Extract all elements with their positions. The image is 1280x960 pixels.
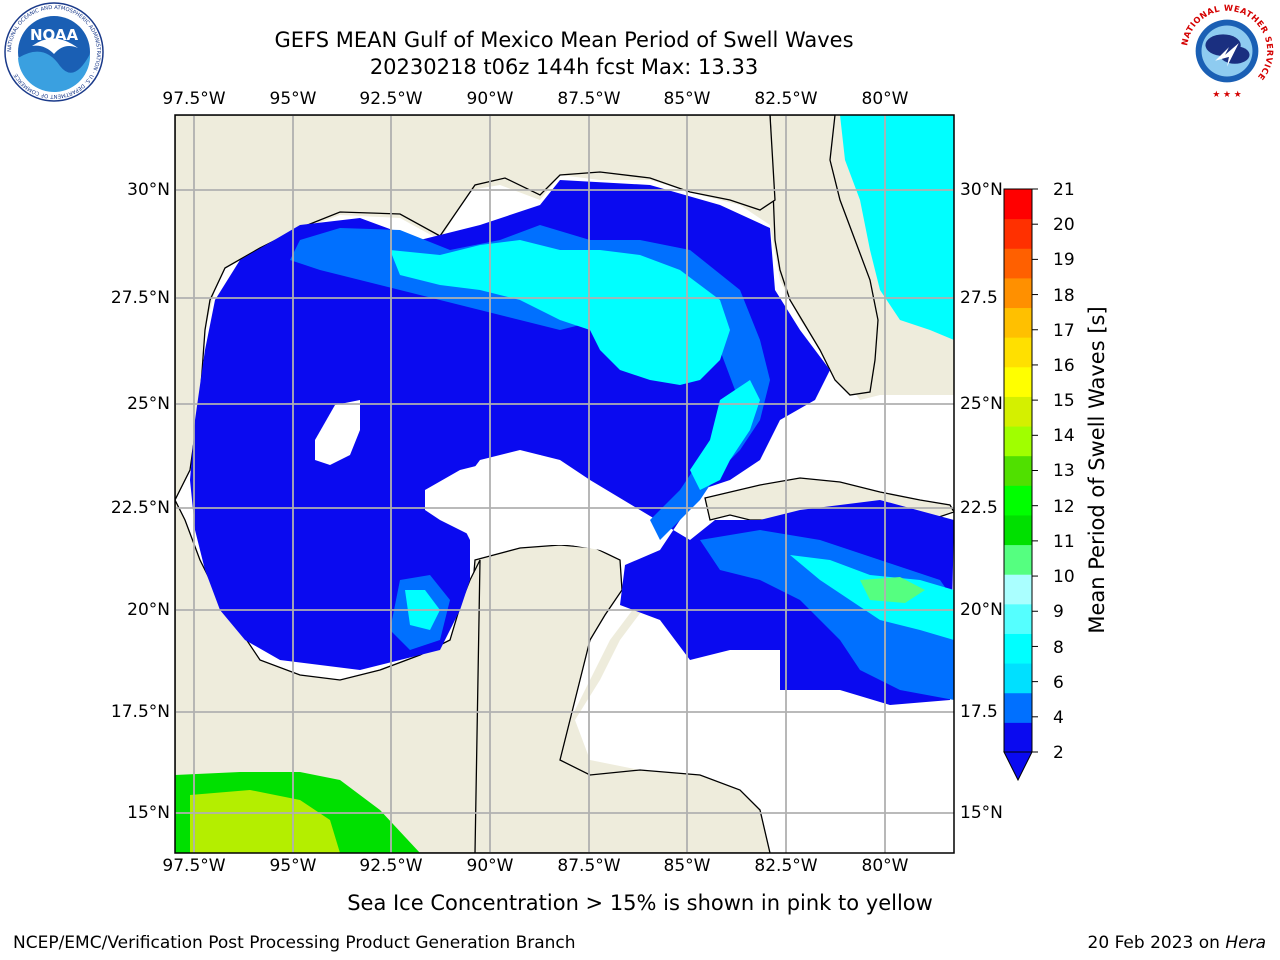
swell-cyan [390, 240, 730, 385]
colorbar-tick: 14 [1053, 426, 1075, 446]
lon-label-bottom: 87.5°W [557, 856, 621, 876]
colorbar-tick: 12 [1053, 497, 1075, 517]
colorbar-segment [1004, 455, 1032, 486]
colorbar-segment [1004, 663, 1032, 694]
lat-label-left: 20°N [127, 600, 170, 620]
gridlines [175, 115, 954, 853]
colorbar-tick: 4 [1053, 708, 1064, 728]
colorbar-tick: 9 [1053, 602, 1064, 622]
colorbar-tick: 20 [1053, 215, 1075, 235]
lat-label-right: 17.5 [960, 702, 998, 722]
lon-label-bottom: 80°W [861, 856, 909, 876]
lat-label-right: 15°N [960, 803, 1003, 823]
colorbar-tick: 13 [1053, 461, 1075, 481]
colorbar-segment [1004, 337, 1032, 368]
colorbar-tick: 15 [1053, 391, 1075, 411]
colorbar-tick: 21 [1053, 180, 1075, 200]
lat-label-left: 22.5°N [110, 498, 170, 518]
lat-label-left: 30°N [127, 180, 170, 200]
colorbar-segment [1004, 189, 1032, 220]
colorbar-segment [1004, 514, 1032, 546]
colorbar-tick: 2 [1053, 743, 1064, 763]
lon-label-bottom: 82.5°W [754, 856, 818, 876]
lat-label-right: 27.5 [960, 288, 998, 308]
swell-yellowgreen-pacific [190, 790, 340, 853]
footer-credit: NCEP/EMC/Verification Post Processing Pr… [13, 933, 576, 953]
lat-label-right: 20°N [960, 600, 1003, 620]
colorbar-tick: 10 [1053, 567, 1075, 587]
colorbar-segment [1004, 692, 1032, 723]
swell-mid-blue-caribbean [700, 530, 954, 700]
colorbar-segment [1004, 307, 1032, 338]
lon-label-top: 82.5°W [754, 89, 818, 109]
lat-label-left: 27.5°N [110, 288, 170, 308]
colorbar-segment [1004, 366, 1032, 397]
lon-label-bottom: 95°W [269, 856, 317, 876]
colorbar-tick: 17 [1053, 321, 1075, 341]
chart-title: GEFS MEAN Gulf of Mexico Mean Period of … [274, 28, 854, 52]
colorbar-tick: 11 [1053, 532, 1075, 552]
colorbar-extend-arrow [1003, 751, 1033, 782]
no-data-gap-west [315, 400, 360, 465]
svg-text:★ ★ ★: ★ ★ ★ [1212, 90, 1241, 100]
swell-cyan-atlantic [840, 115, 954, 340]
lon-label-bottom: 97.5°W [162, 856, 226, 876]
lat-label-right: 30°N [960, 180, 1003, 200]
colorbar-tick: 19 [1053, 250, 1075, 270]
colorbar-tick: 8 [1053, 638, 1064, 658]
colorbar-segment [1004, 277, 1032, 309]
lon-label-top: 92.5°W [359, 89, 423, 109]
map-frame [174, 114, 955, 854]
sea-ice-note: Sea Ice Concentration > 15% is shown in … [347, 891, 933, 915]
lon-label-bottom: 90°W [466, 856, 514, 876]
map-plot-area [175, 115, 954, 853]
lat-label-right: 22.5 [960, 498, 998, 518]
lat-label-right: 25°N [960, 394, 1003, 414]
colorbar-segment [1004, 485, 1032, 516]
lon-label-bottom: 85°W [663, 856, 711, 876]
colorbar-label: Mean Period of Swell Waves [s] [1085, 306, 1109, 634]
lon-label-top: 90°W [466, 89, 514, 109]
colorbar [1003, 188, 1038, 782]
colorbar-tick: 18 [1053, 286, 1075, 306]
svg-text:NOAA: NOAA [30, 26, 79, 44]
colorbar-tick: 16 [1053, 356, 1075, 376]
swell-cyan-loop-current [690, 380, 760, 490]
colorbar-segment [1004, 248, 1032, 279]
swell-green-caribbean [860, 577, 925, 603]
footer-date: 20 Feb 2023 on Hera [1088, 933, 1266, 953]
colorbar-segment [1004, 722, 1032, 753]
lon-label-top: 95°W [269, 89, 317, 109]
us-gulf-coast [175, 115, 776, 501]
lon-label-top: 97.5°W [162, 89, 226, 109]
colorbar-tick: 6 [1053, 673, 1064, 693]
nws-logo: NATIONAL WEATHER SERVICE ★ ★ ★ [1178, 3, 1276, 100]
lon-label-top: 85°W [663, 89, 711, 109]
colorbar-segment [1004, 633, 1032, 664]
lat-label-left: 17.5°N [110, 702, 170, 722]
lon-label-top: 87.5°W [557, 89, 621, 109]
lon-label-top: 80°W [861, 89, 909, 109]
footer-host: Hera [1225, 933, 1266, 953]
footer-date-text: 20 Feb 2023 on [1087, 933, 1226, 953]
lon-label-bottom: 92.5°W [359, 856, 423, 876]
colorbar-segment [1004, 603, 1032, 634]
colorbar-segment [1004, 218, 1032, 249]
colorbar-segment [1004, 544, 1032, 575]
chart-subtitle: 20230218 t06z 144h fcst Max: 13.33 [369, 55, 759, 79]
colorbar-segment [1004, 396, 1032, 427]
colorbar-segment [1004, 426, 1032, 457]
lat-label-left: 15°N [127, 803, 170, 823]
colorbar-segment [1004, 574, 1032, 605]
noaa-logo: NATIONAL OCEANIC AND ATMOSPHERIC ADMINIS… [4, 2, 104, 102]
lat-label-left: 25°N [127, 394, 170, 414]
